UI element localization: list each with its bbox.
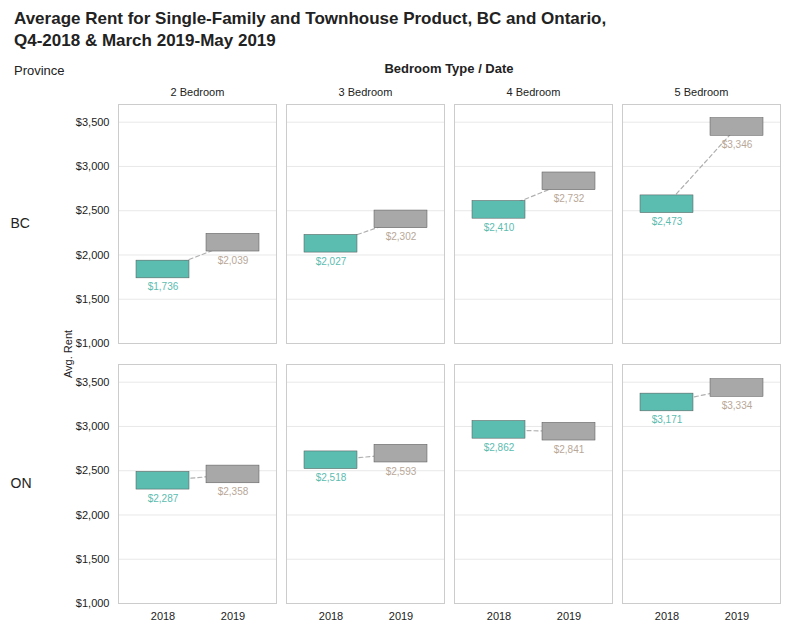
svg-text:2018: 2018 bbox=[319, 610, 343, 622]
svg-text:$1,000: $1,000 bbox=[76, 597, 110, 609]
svg-text:$1,736: $1,736 bbox=[148, 282, 179, 293]
svg-text:$3,334: $3,334 bbox=[722, 400, 753, 411]
svg-text:2018: 2018 bbox=[487, 610, 511, 622]
svg-text:5 Bedroom: 5 Bedroom bbox=[675, 86, 729, 98]
svg-text:ON: ON bbox=[11, 476, 32, 492]
svg-text:$3,346: $3,346 bbox=[722, 139, 753, 150]
svg-text:$2,473: $2,473 bbox=[652, 216, 683, 227]
svg-text:$1,500: $1,500 bbox=[76, 553, 110, 565]
svg-text:BC: BC bbox=[11, 216, 30, 232]
svg-text:$2,862: $2,862 bbox=[484, 442, 515, 453]
svg-text:$2,593: $2,593 bbox=[386, 466, 417, 477]
svg-text:Avg. Rent: Avg. Rent bbox=[62, 330, 74, 378]
svg-text:$3,500: $3,500 bbox=[76, 116, 110, 128]
svg-text:$2,358: $2,358 bbox=[218, 487, 249, 498]
svg-text:$3,000: $3,000 bbox=[76, 420, 110, 432]
svg-text:$2,039: $2,039 bbox=[218, 255, 249, 266]
svg-text:$2,027: $2,027 bbox=[316, 256, 347, 267]
svg-text:$2,410: $2,410 bbox=[484, 222, 515, 233]
svg-text:$2,000: $2,000 bbox=[76, 249, 110, 261]
svg-text:$1,000: $1,000 bbox=[76, 337, 110, 349]
svg-text:$2,518: $2,518 bbox=[316, 472, 347, 483]
svg-text:2018: 2018 bbox=[655, 610, 679, 622]
html-text:Average Rent for Single-Family: Average Rent for Single-Family and Townh… bbox=[14, 9, 607, 51]
svg-text:2019: 2019 bbox=[557, 610, 581, 622]
svg-text:$2,500: $2,500 bbox=[76, 204, 110, 216]
svg-text:2019: 2019 bbox=[725, 610, 749, 622]
svg-text:2019: 2019 bbox=[221, 610, 245, 622]
svg-text:2 Bedroom: 2 Bedroom bbox=[171, 86, 225, 98]
html-text:Bedroom Type / Date: Bedroom Type / Date bbox=[384, 61, 514, 77]
svg-text:2018: 2018 bbox=[151, 610, 175, 622]
svg-text:$3,500: $3,500 bbox=[76, 376, 110, 388]
svg-text:2019: 2019 bbox=[389, 610, 413, 622]
svg-text:$3,000: $3,000 bbox=[76, 160, 110, 172]
svg-text:$2,287: $2,287 bbox=[148, 493, 179, 504]
svg-text:4 Bedroom: 4 Bedroom bbox=[507, 86, 561, 98]
svg-text:$2,000: $2,000 bbox=[76, 509, 110, 521]
svg-text:$3,171: $3,171 bbox=[652, 415, 683, 426]
svg-text:$1,500: $1,500 bbox=[76, 293, 110, 305]
svg-text:$2,732: $2,732 bbox=[554, 193, 585, 204]
svg-text:$2,500: $2,500 bbox=[76, 464, 110, 476]
svg-text:3 Bedroom: 3 Bedroom bbox=[339, 86, 393, 98]
html-text:Province: Province bbox=[14, 63, 65, 79]
svg-text:$2,302: $2,302 bbox=[386, 232, 417, 243]
svg-text:$2,841: $2,841 bbox=[554, 444, 585, 455]
